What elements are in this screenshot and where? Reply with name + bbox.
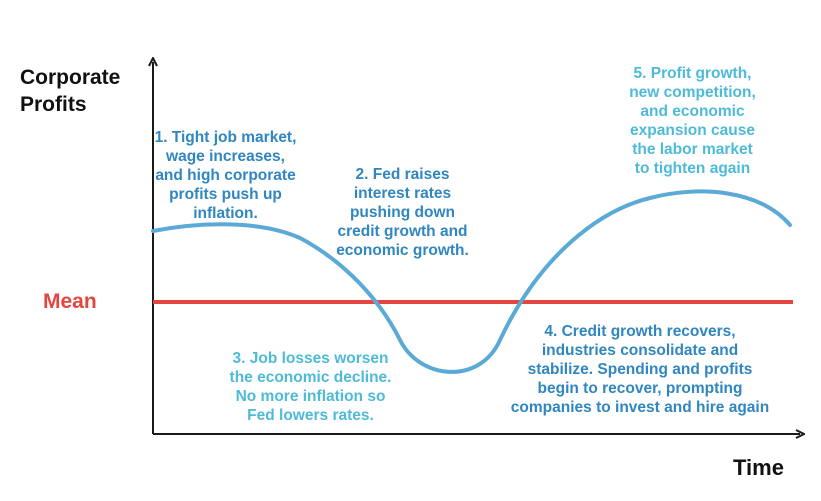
- annotation-line: expansion cause: [630, 122, 755, 139]
- annotation-line: interest rates: [353, 185, 452, 202]
- annotation-2: 2. Fed raises interest rates pushing dow…: [325, 165, 480, 260]
- annotation-line: No more inflation so: [235, 388, 386, 405]
- annotation-line: pushing down: [349, 204, 456, 221]
- y-axis-title: Corporate Profits: [20, 64, 120, 118]
- annotation-3: 3. Job losses worsen the economic declin…: [218, 349, 403, 425]
- annotation-line: and economic: [640, 103, 745, 120]
- x-axis-title: Time: [733, 455, 784, 480]
- annotation-line: profits push up: [169, 186, 282, 203]
- annotation-4: 4. Credit growth recovers, industries co…: [500, 322, 780, 417]
- annotation-5: 5. Profit growth, new competition, and e…: [610, 64, 775, 178]
- annotation-line: new competition,: [629, 84, 756, 101]
- profit-cycle-curve: [151, 189, 792, 374]
- annotation-line: economic growth.: [336, 242, 469, 259]
- y-axis-title-line: Corporate: [20, 66, 121, 89]
- annotation-line: Fed lowers rates.: [247, 407, 374, 424]
- y-axis-title-line: Profits: [20, 93, 87, 116]
- annotation-line: 4. Credit growth recovers,: [544, 323, 736, 340]
- annotation-line: credit growth and: [337, 223, 468, 240]
- annotation-line: 5. Profit growth,: [633, 65, 752, 82]
- annotation-line: and high corporate: [155, 167, 296, 184]
- annotation-line: 2. Fed raises: [355, 166, 450, 183]
- mean-label: Mean: [43, 290, 97, 313]
- annotation-line: wage increases,: [166, 148, 285, 165]
- annotation-line: 3. Job losses worsen: [232, 350, 389, 367]
- annotation-1: 1. Tight job market, wage increases, and…: [148, 128, 303, 223]
- annotation-line: 1. Tight job market,: [154, 129, 297, 146]
- annotation-line: inflation.: [193, 205, 258, 222]
- annotation-line: the economic decline.: [229, 369, 392, 386]
- annotation-line: the labor market: [632, 141, 753, 158]
- annotation-line: companies to invest and hire again: [510, 399, 770, 416]
- annotation-line: to tighten again: [634, 160, 751, 177]
- annotation-line: stabilize. Spending and profits: [527, 361, 753, 378]
- annotation-line: begin to recover, prompting: [537, 380, 743, 397]
- annotation-line: industries consolidate and: [541, 342, 739, 359]
